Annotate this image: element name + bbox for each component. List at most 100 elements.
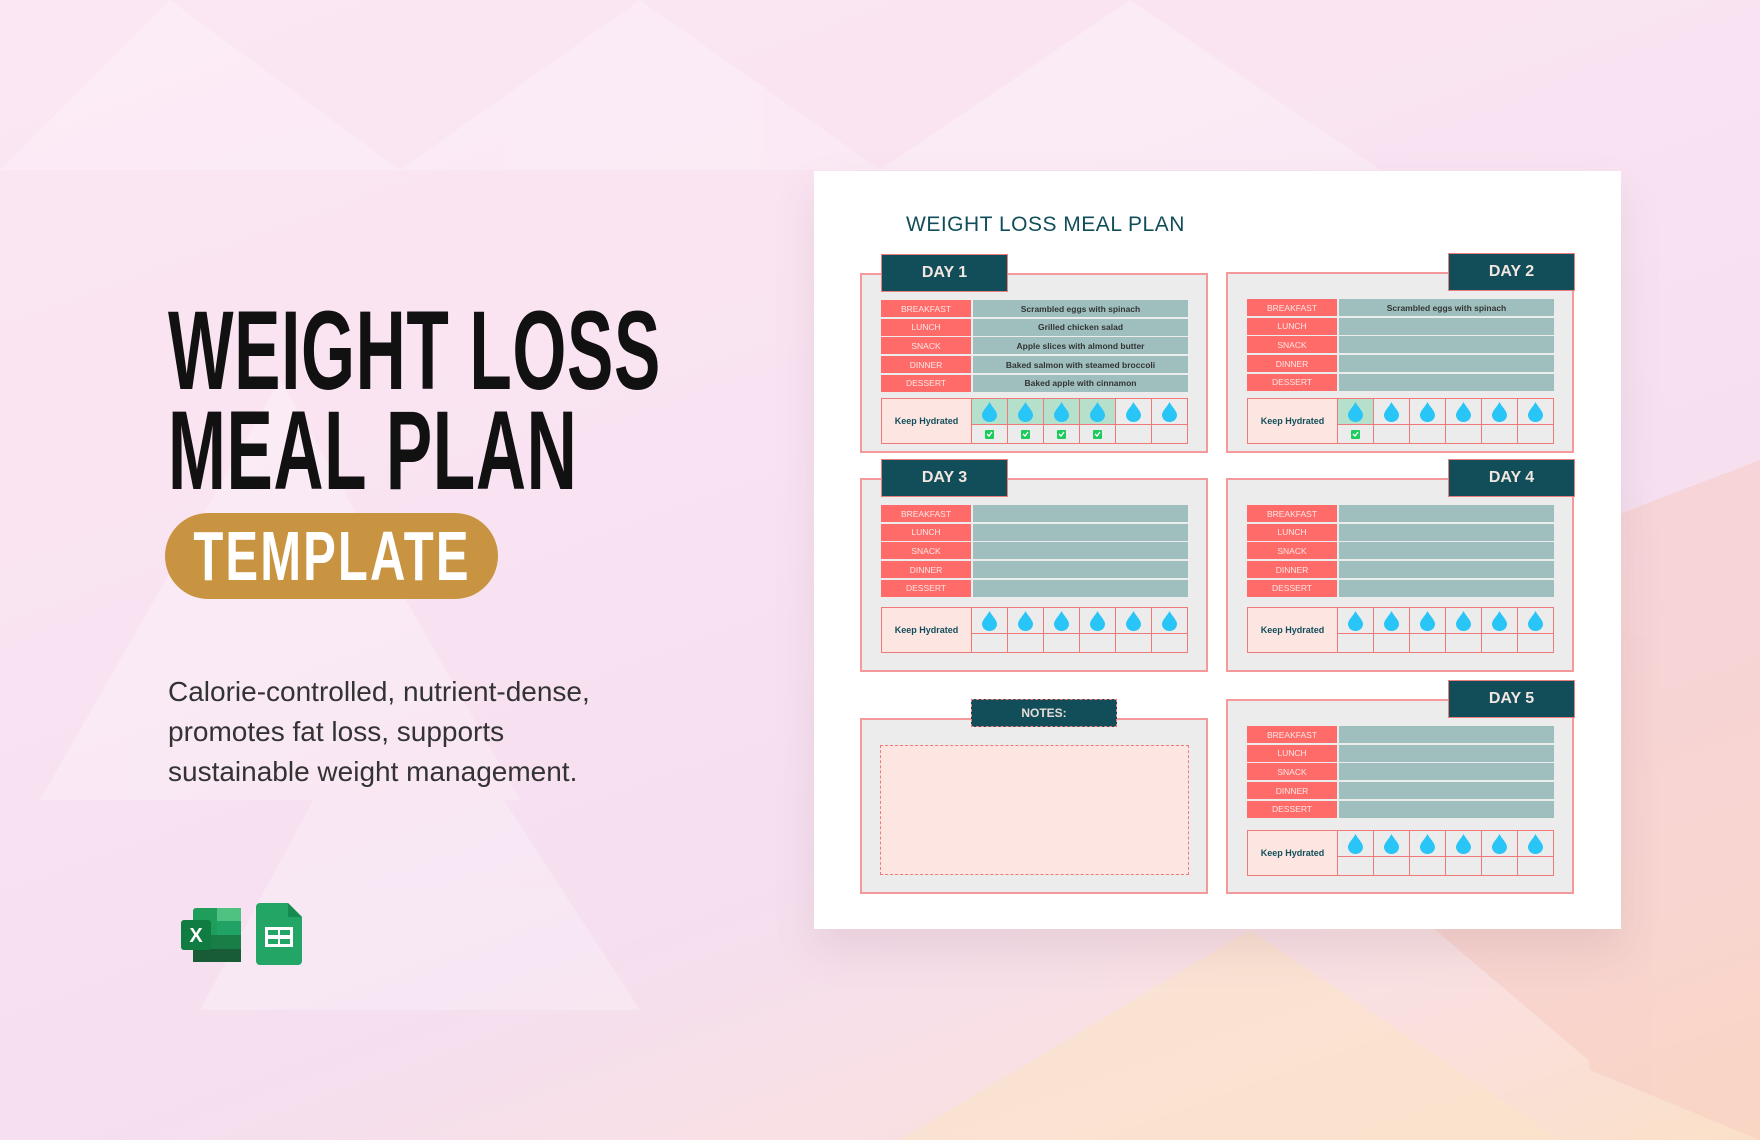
water-glass-cell[interactable] — [1410, 831, 1446, 875]
meal-row: LUNCH — [881, 523, 1188, 541]
template-badge: TEMPLATE — [165, 513, 498, 599]
meal-label: BREAKFAST — [881, 300, 971, 317]
meal-row: BREAKFAST Scrambled eggs with spinach — [881, 300, 1188, 317]
water-glass-cell[interactable] — [1518, 608, 1553, 652]
water-glass-cell[interactable] — [1080, 608, 1116, 652]
hero-title-line2: MEAL PLAN — [168, 388, 578, 513]
meal-value-input[interactable]: Grilled chicken salad — [973, 318, 1188, 336]
water-glass-cell[interactable] — [1338, 831, 1374, 875]
water-drop-icon — [1528, 401, 1543, 422]
meal-label: SNACK — [881, 542, 971, 560]
meal-value-input[interactable] — [1339, 542, 1554, 560]
meal-label: DESSERT — [1247, 579, 1337, 597]
meal-value-input[interactable] — [1339, 561, 1554, 579]
water-drop-icon — [1054, 401, 1069, 422]
meal-value-input[interactable] — [973, 579, 1188, 597]
water-glass-cell[interactable] — [1008, 399, 1044, 443]
water-glass-cell[interactable] — [1338, 608, 1374, 652]
meal-value-input[interactable]: Scrambled eggs with spinach — [973, 300, 1188, 317]
water-drop-icon — [1384, 833, 1399, 854]
meal-label: DINNER — [881, 356, 971, 374]
day-header: DAY 5 — [1448, 680, 1575, 718]
water-glass-cell[interactable] — [1446, 399, 1482, 443]
meal-row: BREAKFAST — [881, 505, 1188, 522]
checkbox-checked-icon[interactable] — [1351, 429, 1360, 439]
meal-value-input[interactable]: Apple slices with almond butter — [973, 337, 1188, 355]
meal-value-input[interactable] — [1339, 355, 1554, 373]
meal-value-input[interactable] — [1339, 373, 1554, 391]
meal-value-input[interactable] — [1339, 800, 1554, 818]
meal-row: SNACK — [1247, 336, 1554, 354]
checkbox-checked-icon[interactable] — [1021, 429, 1030, 439]
meal-value-input[interactable]: Baked salmon with steamed broccoli — [973, 356, 1188, 374]
checkbox-checked-icon[interactable] — [1093, 429, 1102, 439]
meal-label: DINNER — [1247, 561, 1337, 579]
water-glass-cell[interactable] — [1482, 831, 1518, 875]
meal-value-input[interactable]: Baked apple with cinnamon — [973, 374, 1188, 392]
meal-value-input[interactable] — [1339, 763, 1554, 781]
water-drop-icon — [1126, 401, 1141, 422]
water-glass-cell[interactable] — [1152, 608, 1187, 652]
water-glass-cell[interactable] — [1518, 831, 1553, 875]
meal-value-input[interactable] — [1339, 336, 1554, 354]
hydration-tracker: Keep Hydrated — [1247, 398, 1554, 444]
hydration-label: Keep Hydrated — [1248, 399, 1338, 443]
meal-row: LUNCH — [1247, 523, 1554, 541]
meal-value-input[interactable]: Scrambled eggs with spinach — [1339, 299, 1554, 316]
meal-value-input[interactable] — [973, 542, 1188, 560]
day-header: DAY 3 — [881, 459, 1008, 497]
meal-value-input[interactable] — [1339, 505, 1554, 522]
water-drop-icon — [1348, 610, 1363, 631]
water-glass-cell[interactable] — [1374, 831, 1410, 875]
meal-value-input[interactable] — [1339, 726, 1554, 743]
meal-value-input[interactable] — [1339, 782, 1554, 800]
water-glass-cell[interactable] — [1152, 399, 1187, 443]
water-glass-cell[interactable] — [1080, 399, 1116, 443]
meal-value-input[interactable] — [1339, 579, 1554, 597]
water-drop-icon — [1492, 833, 1507, 854]
notes-input[interactable] — [880, 745, 1189, 875]
water-glass-cell[interactable] — [1410, 399, 1446, 443]
meal-label: DINNER — [1247, 355, 1337, 373]
water-glass-cell[interactable] — [1482, 399, 1518, 443]
meal-row: BREAKFAST — [1247, 505, 1554, 522]
checkbox-checked-icon[interactable] — [1057, 429, 1066, 439]
water-glass-cell[interactable] — [1410, 608, 1446, 652]
water-glass-cell[interactable] — [972, 399, 1008, 443]
water-glass-cell[interactable] — [1446, 608, 1482, 652]
water-glass-cell[interactable] — [1116, 399, 1152, 443]
water-glass-cell[interactable] — [1518, 399, 1553, 443]
water-glass-cell[interactable] — [1008, 608, 1044, 652]
meal-row: LUNCH — [1247, 317, 1554, 335]
hydration-tracker: Keep Hydrated — [1247, 830, 1554, 876]
meal-row: DINNER — [1247, 782, 1554, 800]
meal-label: SNACK — [1247, 542, 1337, 560]
water-glass-cell[interactable] — [972, 608, 1008, 652]
meal-row: DINNER — [1247, 355, 1554, 373]
excel-icon: X — [181, 908, 241, 962]
water-drop-icon — [1018, 401, 1033, 422]
water-glass-cell[interactable] — [1044, 399, 1080, 443]
meal-value-input[interactable] — [973, 523, 1188, 541]
checkbox-checked-icon[interactable] — [985, 429, 994, 439]
meal-value-input[interactable] — [973, 561, 1188, 579]
water-glass-cell[interactable] — [1374, 399, 1410, 443]
meal-label: LUNCH — [1247, 523, 1337, 541]
meal-value-input[interactable] — [1339, 523, 1554, 541]
meal-label: LUNCH — [881, 523, 971, 541]
meal-label: SNACK — [881, 337, 971, 355]
water-glass-cell[interactable] — [1446, 831, 1482, 875]
water-drop-icon — [982, 610, 997, 631]
meal-value-input[interactable] — [1339, 317, 1554, 335]
hero-description: Calorie-controlled, nutrient-dense, prom… — [168, 676, 590, 787]
day-header: DAY 1 — [881, 254, 1008, 292]
meal-row: LUNCH — [1247, 744, 1554, 762]
meal-value-input[interactable] — [973, 505, 1188, 522]
water-glass-cell[interactable] — [1116, 608, 1152, 652]
water-glass-cell[interactable] — [1374, 608, 1410, 652]
meal-value-input[interactable] — [1339, 744, 1554, 762]
water-drop-icon — [1018, 610, 1033, 631]
water-glass-cell[interactable] — [1482, 608, 1518, 652]
water-glass-cell[interactable] — [1044, 608, 1080, 652]
water-glass-cell[interactable] — [1338, 399, 1374, 443]
